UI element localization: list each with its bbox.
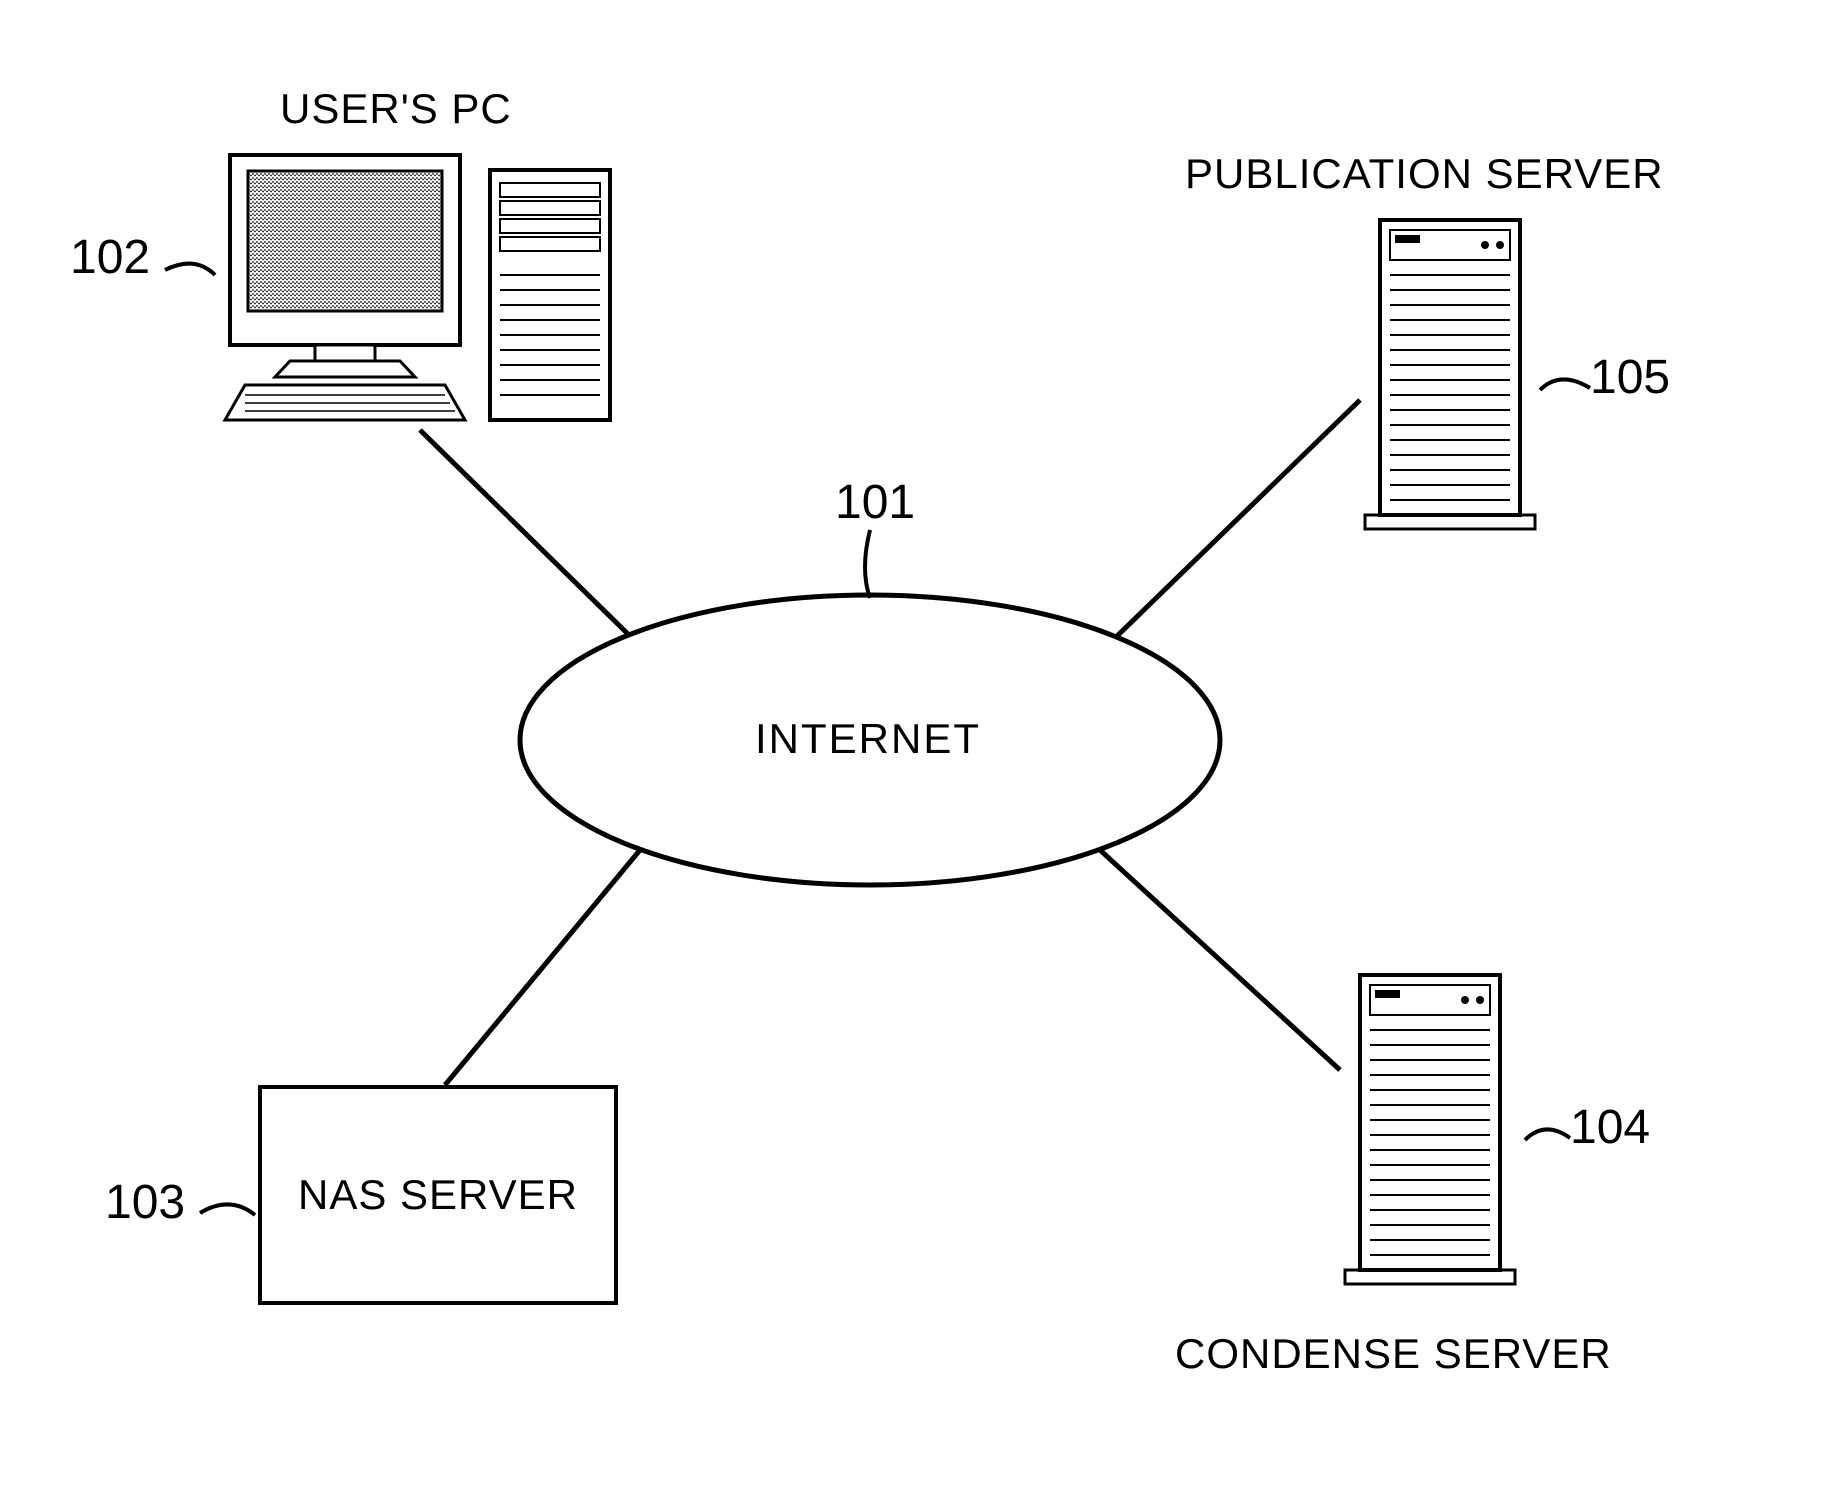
edge-to-condense [1100, 850, 1340, 1070]
users-pc-label: USER'S PC [280, 85, 512, 133]
ref-102: 102 [70, 230, 150, 285]
edge-to-users-pc [420, 430, 630, 636]
leader-103 [200, 1204, 255, 1215]
leader-101 [865, 530, 870, 598]
ref-101: 101 [835, 475, 915, 530]
publication-server-icon [1360, 215, 1540, 535]
ref-103: 103 [105, 1175, 185, 1230]
publication-server-label: PUBLICATION SERVER [1185, 150, 1664, 198]
leader-105 [1540, 379, 1590, 390]
leader-102 [165, 264, 215, 275]
internet-label: INTERNET [755, 715, 981, 763]
ref-104: 104 [1570, 1100, 1650, 1155]
ref-105: 105 [1590, 350, 1670, 405]
nas-server-label: NAS SERVER [298, 1171, 578, 1219]
condense-server-label: CONDENSE SERVER [1175, 1330, 1612, 1378]
users-pc-icon [220, 145, 640, 435]
nas-server-box: NAS SERVER [258, 1085, 618, 1305]
leader-104 [1525, 1129, 1570, 1140]
edge-to-nas [445, 850, 640, 1085]
condense-server-icon [1340, 970, 1520, 1290]
edge-to-publication [1115, 400, 1360, 638]
